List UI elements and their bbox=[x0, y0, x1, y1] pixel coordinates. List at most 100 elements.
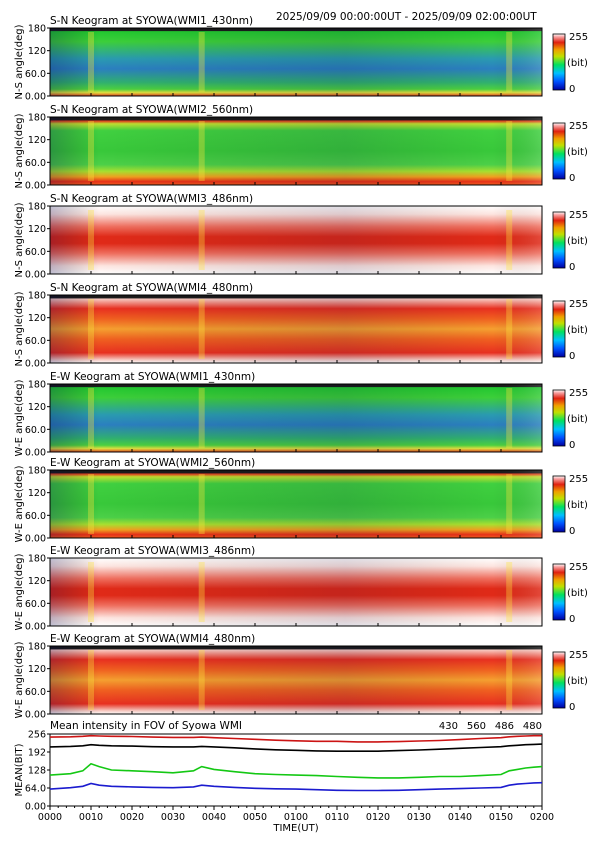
event-stripe bbox=[198, 388, 205, 448]
y-tick-label: 180 bbox=[28, 113, 46, 124]
event-stripe bbox=[198, 299, 205, 359]
y-tick-label: 60.0 bbox=[25, 336, 46, 347]
keogram-shading bbox=[50, 384, 542, 452]
y-tick-label: 60.0 bbox=[25, 69, 46, 80]
series-line-430 bbox=[49, 781, 543, 792]
y-tick-label: 256 bbox=[28, 730, 46, 741]
y-axis-label: W-E angle(deg) bbox=[14, 641, 25, 718]
y-tick-label: 0.00 bbox=[25, 622, 46, 633]
y-tick-label: 0.00 bbox=[25, 359, 46, 370]
series-line-486 bbox=[49, 734, 542, 743]
y-axis-label: N-S angle(deg) bbox=[14, 113, 25, 188]
event-stripe bbox=[88, 121, 94, 181]
panel-title: S-N Keogram at SYOWA(WMI2_560nm) bbox=[50, 104, 253, 116]
event-stripe bbox=[506, 388, 513, 448]
event-stripe bbox=[198, 121, 205, 181]
event-stripe bbox=[506, 299, 513, 359]
event-stripe bbox=[198, 32, 205, 92]
legend-entry: 560 bbox=[467, 721, 486, 732]
colorbar-min-label: 0 bbox=[569, 351, 575, 362]
x-tick-label: 0120 bbox=[366, 812, 390, 823]
y-tick-label: 0.00 bbox=[25, 92, 46, 103]
colorbar bbox=[552, 122, 566, 180]
keogram-shading bbox=[50, 646, 542, 714]
x-tick-label: 0010 bbox=[79, 812, 103, 823]
event-stripe bbox=[506, 650, 513, 710]
y-axis-label: N-S angle(deg) bbox=[14, 24, 25, 99]
y-tick-label: 192 bbox=[28, 748, 46, 759]
y-tick-label: 60.0 bbox=[25, 247, 46, 258]
event-stripe bbox=[198, 210, 205, 270]
event-stripe bbox=[88, 210, 94, 270]
keogram-panel: S-N Keogram at SYOWA(WMI2_560nm) 180 120 60… bbox=[14, 104, 588, 192]
y-axis-label: MEAN(BIT) bbox=[14, 743, 25, 796]
keogram-panel: S-N Keogram at SYOWA(WMI4_480nm) 180 120 60… bbox=[14, 282, 588, 370]
x-tick-label: 0030 bbox=[161, 812, 185, 823]
panel-title: E-W Keogram at SYOWA(WMI1_430nm) bbox=[50, 371, 255, 383]
y-tick-label: 60.0 bbox=[25, 687, 46, 698]
y-tick-label: 180 bbox=[28, 380, 46, 391]
event-stripe bbox=[506, 121, 513, 181]
keogram-panel: E-W Keogram at SYOWA(WMI1_430nm) 180 120 60… bbox=[14, 371, 588, 459]
event-stripe bbox=[506, 562, 513, 622]
colorbar-min-label: 0 bbox=[569, 84, 575, 95]
y-tick-label: 0.00 bbox=[25, 181, 46, 192]
x-tick-label: 0200 bbox=[530, 812, 554, 823]
panel-title: E-W Keogram at SYOWA(WMI4_480nm) bbox=[50, 633, 255, 645]
y-tick-label: 180 bbox=[28, 24, 46, 35]
colorbar-min-label: 0 bbox=[569, 262, 575, 273]
x-tick-label: 0020 bbox=[120, 812, 144, 823]
keogram-shading bbox=[50, 295, 542, 363]
panel-title: S-N Keogram at SYOWA(WMI1_430nm) bbox=[50, 15, 253, 27]
colorbar-min-label: 0 bbox=[569, 173, 575, 184]
colorbar-unit-label: (bit) bbox=[567, 325, 588, 336]
event-stripe bbox=[88, 32, 94, 92]
keogram-panel: E-W Keogram at SYOWA(WMI2_560nm) 180 120 60… bbox=[14, 457, 588, 545]
event-stripe bbox=[88, 474, 94, 534]
colorbar-min-label: 0 bbox=[569, 702, 575, 713]
y-tick-label: 64.0 bbox=[25, 784, 46, 795]
x-tick-label: 0150 bbox=[489, 812, 513, 823]
colorbar-max-label: 255 bbox=[569, 32, 588, 43]
y-tick-label: 180 bbox=[28, 466, 46, 477]
colorbar-unit-label: (bit) bbox=[567, 588, 588, 599]
y-tick-label: 0.00 bbox=[25, 710, 46, 721]
y-axis-label: W-E angle(deg) bbox=[14, 553, 25, 630]
keogram-panels: S-N Keogram at SYOWA(WMI1_430nm) 180 120 60… bbox=[14, 15, 588, 721]
y-tick-label: 0.00 bbox=[25, 270, 46, 281]
colorbar-max-label: 255 bbox=[569, 210, 588, 221]
colorbar-max-label: 255 bbox=[569, 474, 588, 485]
keogram-panel: E-W Keogram at SYOWA(WMI3_486nm) 180 120 60… bbox=[14, 545, 588, 633]
line-chart-title: Mean intensity in FOV of Syowa WMI bbox=[50, 720, 242, 732]
x-tick-label: 0000 bbox=[38, 812, 62, 823]
x-tick-label: 0130 bbox=[407, 812, 431, 823]
event-stripe bbox=[506, 32, 513, 92]
colorbar bbox=[552, 300, 566, 358]
event-stripe bbox=[88, 299, 94, 359]
y-tick-label: 0.00 bbox=[25, 534, 46, 545]
series-line-480 bbox=[49, 743, 543, 753]
colorbar-max-label: 255 bbox=[569, 650, 588, 661]
event-stripe bbox=[506, 210, 513, 270]
colorbar-unit-label: (bit) bbox=[567, 500, 588, 511]
colorbar-unit-label: (bit) bbox=[567, 147, 588, 158]
keogram-shading bbox=[50, 470, 542, 538]
x-tick-label: 0100 bbox=[284, 812, 308, 823]
colorbar-min-label: 0 bbox=[569, 614, 575, 625]
series-line-560 bbox=[49, 762, 543, 779]
y-axis-label: N-S angle(deg) bbox=[14, 202, 25, 277]
x-axis-label: TIME(UT) bbox=[272, 823, 318, 834]
y-tick-label: 120 bbox=[28, 224, 46, 235]
y-tick-label: 120 bbox=[28, 46, 46, 57]
y-tick-label: 120 bbox=[28, 313, 46, 324]
colorbar-unit-label: (bit) bbox=[567, 676, 588, 687]
event-stripe bbox=[198, 474, 205, 534]
colorbar bbox=[552, 211, 566, 269]
x-tick-label: 0110 bbox=[325, 812, 349, 823]
x-tick-label: 0040 bbox=[202, 812, 226, 823]
y-tick-label: 120 bbox=[28, 576, 46, 587]
keogram-shading bbox=[50, 558, 542, 626]
keogram-shading bbox=[50, 28, 542, 96]
legend-entry: 430 bbox=[439, 721, 458, 732]
keogram-shading bbox=[50, 206, 542, 274]
